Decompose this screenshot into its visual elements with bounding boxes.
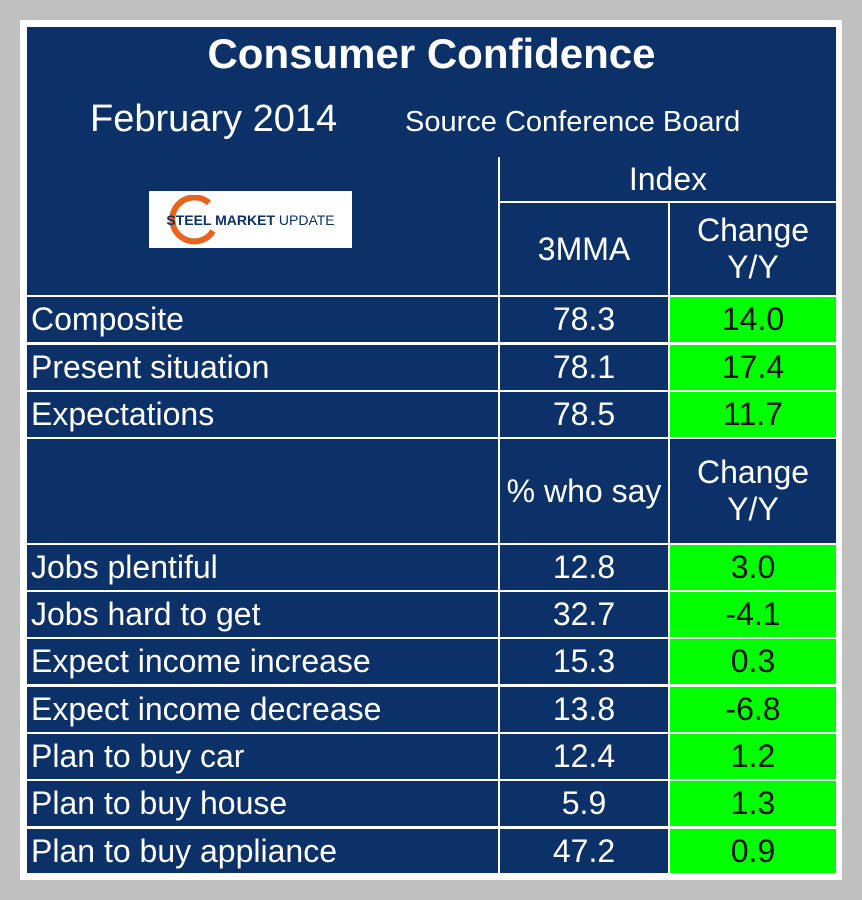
value-cell: 32.7 [500,592,668,637]
value-cell: 13.8 [500,687,668,732]
title: Consumer Confidence [207,30,656,77]
logo-suffix: UPDATE [278,211,335,228]
value-cell: 5.9 [500,781,668,826]
group-header: Index [500,157,836,201]
change-cell: 17.4 [670,345,836,390]
column-header: Change Y/Y [670,203,836,295]
row-label: Composite [27,297,498,342]
change-cell: -4.1 [670,592,836,637]
value-cell: 12.4 [500,734,668,779]
row-label: Expectations [27,392,498,437]
row-label: Plan to buy car [27,734,498,779]
row-label: Jobs hard to get [27,592,498,637]
column-header: 3MMA [500,203,668,295]
change-cell: 3.0 [670,545,836,590]
row-label: Jobs plentiful [27,545,498,590]
value-cell: 78.5 [500,392,668,437]
change-cell: 1.3 [670,781,836,826]
row-label: Present situation [27,345,498,390]
change-cell: 11.7 [670,392,836,437]
logo-brand: STEEL MARKET [166,211,275,228]
column-header: % who say [500,439,668,543]
value-cell: 78.3 [500,297,668,342]
row-label: Expect income decrease [27,687,498,732]
change-cell: 14.0 [670,297,836,342]
row-label: Expect income increase [27,639,498,684]
change-cell: 0.3 [670,639,836,684]
blank-header [27,439,498,543]
subtitle: February 2014 [90,98,338,140]
column-header: Change Y/Y [670,439,836,543]
logo-panel [27,27,498,295]
value-cell: 15.3 [500,639,668,684]
change-cell: -6.8 [670,687,836,732]
value-cell: 78.1 [500,345,668,390]
source: Source Conference Board [405,106,741,138]
change-cell: 0.9 [670,829,836,873]
row-label: Plan to buy house [27,781,498,826]
logo: STEEL MARKET UPDATE [149,191,352,248]
row-label: Plan to buy appliance [27,829,498,873]
change-cell: 1.2 [670,734,836,779]
logo-swoosh [169,195,216,245]
value-cell: 12.8 [500,545,668,590]
value-cell: 47.2 [500,829,668,873]
